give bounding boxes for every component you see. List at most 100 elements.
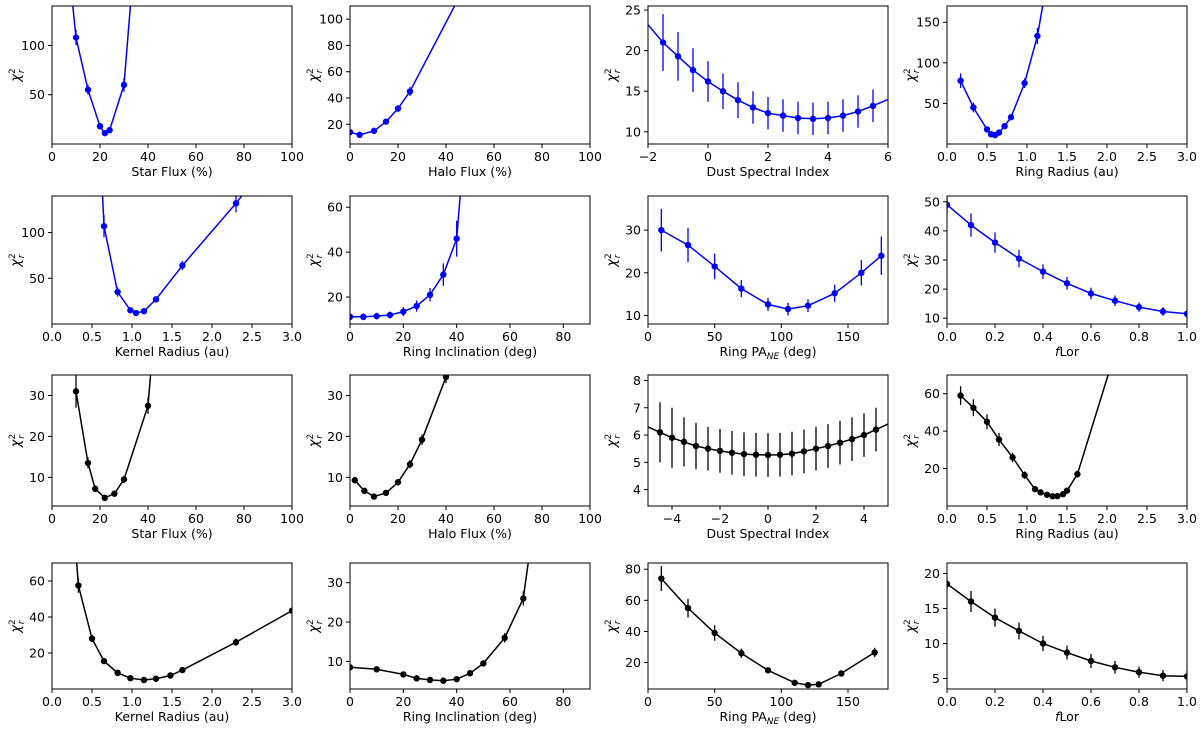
x-tick-label: 1.5 xyxy=(162,694,182,709)
data-point xyxy=(394,105,402,112)
y-tick-label: 25 xyxy=(625,3,641,18)
subplot-3: −2 0 2 4 6 10 15 20 25 Dust Spectral Index χ2r xyxy=(604,3,892,179)
x-tick-label: 1.0 xyxy=(1177,329,1197,344)
axes-frame xyxy=(946,195,1188,325)
x-tick-label: 40 xyxy=(438,149,454,164)
y-axis-label: χ2r xyxy=(306,434,325,448)
data-point xyxy=(858,269,865,276)
y-tick-label: 150 xyxy=(916,15,940,30)
x-tick-label: 2.5 xyxy=(1137,149,1157,164)
data-point xyxy=(373,312,380,320)
data-point xyxy=(738,285,745,292)
data-point xyxy=(72,34,80,41)
data-point xyxy=(970,404,977,411)
data-point xyxy=(804,681,812,689)
x-axis-label: Ring PANE (deg) xyxy=(720,709,817,727)
x-tick-label: 2.5 xyxy=(242,329,262,344)
data-point xyxy=(668,434,676,441)
y-tick-label: 10 xyxy=(29,470,45,485)
data-point xyxy=(1021,79,1028,87)
x-tick-label: 80 xyxy=(555,694,571,709)
data-point xyxy=(101,494,109,502)
data-point xyxy=(764,301,772,308)
data-point xyxy=(656,429,664,436)
axes-frame xyxy=(647,195,889,325)
data-point xyxy=(872,426,880,433)
data-point xyxy=(788,450,796,457)
data-point xyxy=(88,635,96,642)
y-tick-label: 10 xyxy=(327,470,343,485)
data-point xyxy=(351,477,358,484)
data-point xyxy=(752,451,760,458)
data-point xyxy=(114,288,121,296)
x-tick-label: 100 xyxy=(769,694,793,709)
data-point xyxy=(406,88,414,95)
data-point xyxy=(871,649,878,656)
data-point xyxy=(824,442,832,450)
x-tick-label: 4 xyxy=(860,511,868,526)
y-tick-label: 10 xyxy=(625,124,641,139)
axes-frame xyxy=(946,374,1188,507)
x-axis-label: Ring Inclination (deg) xyxy=(403,344,537,359)
y-tick-label: 20 xyxy=(625,265,641,280)
y-axis-label: χ2r xyxy=(306,619,325,633)
x-tick-label: 40 xyxy=(140,149,156,164)
data-point xyxy=(127,307,134,314)
x-tick-label: 1.0 xyxy=(1017,149,1037,164)
data-point xyxy=(836,439,844,446)
data-point xyxy=(386,311,394,319)
data-point xyxy=(776,451,784,458)
data-point xyxy=(413,675,420,682)
data-point xyxy=(711,629,718,637)
x-tick-label: 0.5 xyxy=(82,694,102,709)
plot-area xyxy=(72,375,152,502)
data-point xyxy=(1063,649,1071,656)
x-tick-label: 3.0 xyxy=(282,694,302,709)
data-point xyxy=(995,129,1003,136)
x-tick-label: 40 xyxy=(140,511,156,526)
y-axis-label: χ2r xyxy=(604,434,623,448)
y-tick-label: 80 xyxy=(327,38,343,53)
x-tick-label: 80 xyxy=(555,329,571,344)
x-tick-label: 2.5 xyxy=(1137,511,1157,526)
data-point xyxy=(692,442,700,450)
x-tick-label: 20 xyxy=(92,511,108,526)
x-tick-label: 1.0 xyxy=(1177,694,1197,709)
x-tick-label: 0 xyxy=(644,329,652,344)
x-axis-label: Dust Spectral Index xyxy=(707,526,830,541)
y-tick-label: 50 xyxy=(924,194,940,209)
x-tick-label: 3.0 xyxy=(1177,149,1197,164)
plot-area xyxy=(957,375,1109,500)
data-point xyxy=(749,104,757,111)
data-point xyxy=(140,308,148,315)
y-axis-label: χ2r xyxy=(903,434,922,448)
data-point xyxy=(991,239,999,246)
plot-area xyxy=(947,578,1187,682)
x-tick-label: 80 xyxy=(236,511,252,526)
y-tick-label: 6 xyxy=(633,428,641,443)
x-tick-label: 2.5 xyxy=(242,694,262,709)
x-tick-label: 100 xyxy=(769,329,793,344)
data-point xyxy=(84,86,92,93)
fit-curve xyxy=(101,196,243,314)
data-point xyxy=(815,681,822,688)
data-point xyxy=(96,123,104,130)
data-point xyxy=(764,451,772,459)
axes-frame xyxy=(647,562,889,690)
x-tick-label: 2.0 xyxy=(1097,511,1117,526)
data-point xyxy=(674,53,682,60)
data-point xyxy=(1034,32,1041,40)
fit-curve xyxy=(660,229,882,310)
data-point xyxy=(704,445,712,452)
data-point xyxy=(179,666,186,674)
x-tick-label: 150 xyxy=(836,694,860,709)
y-tick-label: 20 xyxy=(327,117,343,132)
data-point xyxy=(413,302,420,310)
data-point xyxy=(1063,280,1071,287)
data-point xyxy=(144,402,152,409)
data-point xyxy=(179,262,186,269)
y-tick-label: 20 xyxy=(625,43,641,58)
